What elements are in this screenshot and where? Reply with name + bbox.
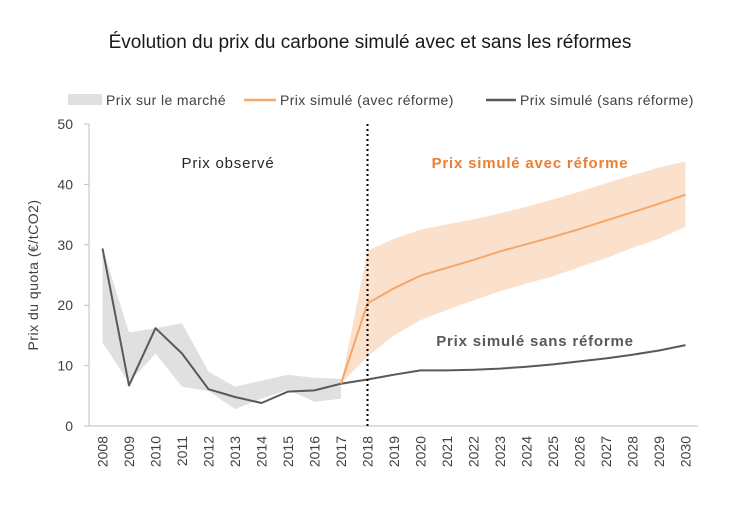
x-tick-label: 2019 — [386, 436, 402, 467]
x-tick-label: 2022 — [466, 436, 482, 467]
chart-lines — [101, 124, 686, 426]
y-tick-label: 30 — [57, 237, 73, 253]
series-line-with-reform — [340, 193, 686, 385]
legend-label-with-reform: Prix simulé (avec réforme) — [280, 92, 454, 108]
y-tick-labels: 0 10 20 30 40 50 — [57, 116, 73, 434]
x-tick-label: 2026 — [572, 436, 588, 467]
x-tick-label: 2020 — [413, 436, 429, 467]
legend-label-market: Prix sur le marché — [106, 92, 226, 108]
x-tick-label: 2017 — [333, 436, 349, 467]
chart-title: Évolution du prix du carbone simulé avec… — [109, 32, 632, 53]
x-tick-label: 2021 — [439, 436, 455, 467]
legend-swatch-market — [68, 94, 102, 105]
x-tick-label: 2010 — [148, 436, 164, 467]
x-tick-label: 2014 — [254, 436, 270, 467]
x-tick-label: 2018 — [360, 436, 376, 467]
market-price-band — [102, 247, 341, 410]
x-tick-label: 2023 — [492, 436, 508, 467]
annotation-without-reform: Prix simulé sans réforme — [436, 333, 634, 350]
x-tick-label: 2028 — [625, 436, 641, 467]
y-tick-label: 50 — [57, 116, 73, 132]
with-reform-band — [341, 161, 686, 384]
y-tick-label: 10 — [57, 358, 73, 374]
x-tick-label: 2029 — [651, 436, 667, 467]
x-tick-label: 2013 — [227, 436, 243, 467]
x-tick-label: 2011 — [174, 436, 190, 466]
y-tick-label: 0 — [65, 418, 73, 434]
x-tick-label: 2016 — [307, 436, 323, 467]
legend-label-without-reform: Prix simulé (sans réforme) — [520, 92, 694, 108]
annotation-with-reform: Prix simulé avec réforme — [432, 155, 629, 172]
chart-bands — [102, 161, 686, 410]
x-tick-label: 2008 — [95, 436, 111, 467]
x-tick-label: 2024 — [519, 436, 535, 467]
x-tick-label: 2015 — [280, 436, 296, 467]
x-tick-label: 2009 — [121, 436, 137, 467]
chart-axes — [84, 123, 698, 427]
series-line-without-reform — [101, 248, 686, 404]
y-axis-title: Prix du quota (€/tCO2) — [25, 199, 41, 350]
chart-legend: Prix sur le marché Prix simulé (avec réf… — [68, 92, 694, 108]
y-tick-label: 20 — [57, 297, 73, 313]
x-tick-label: 2025 — [545, 436, 561, 467]
x-tick-label: 2027 — [598, 436, 614, 467]
annotation-observed: Prix observé — [182, 155, 275, 172]
x-tick-label: 2012 — [201, 436, 217, 467]
x-tick-label: 2030 — [678, 436, 694, 467]
y-tick-label: 40 — [57, 176, 73, 192]
x-tick-labels: 2008 2009 2010 2011 2012 2013 2014 2015 2016 2017… — [95, 436, 694, 467]
